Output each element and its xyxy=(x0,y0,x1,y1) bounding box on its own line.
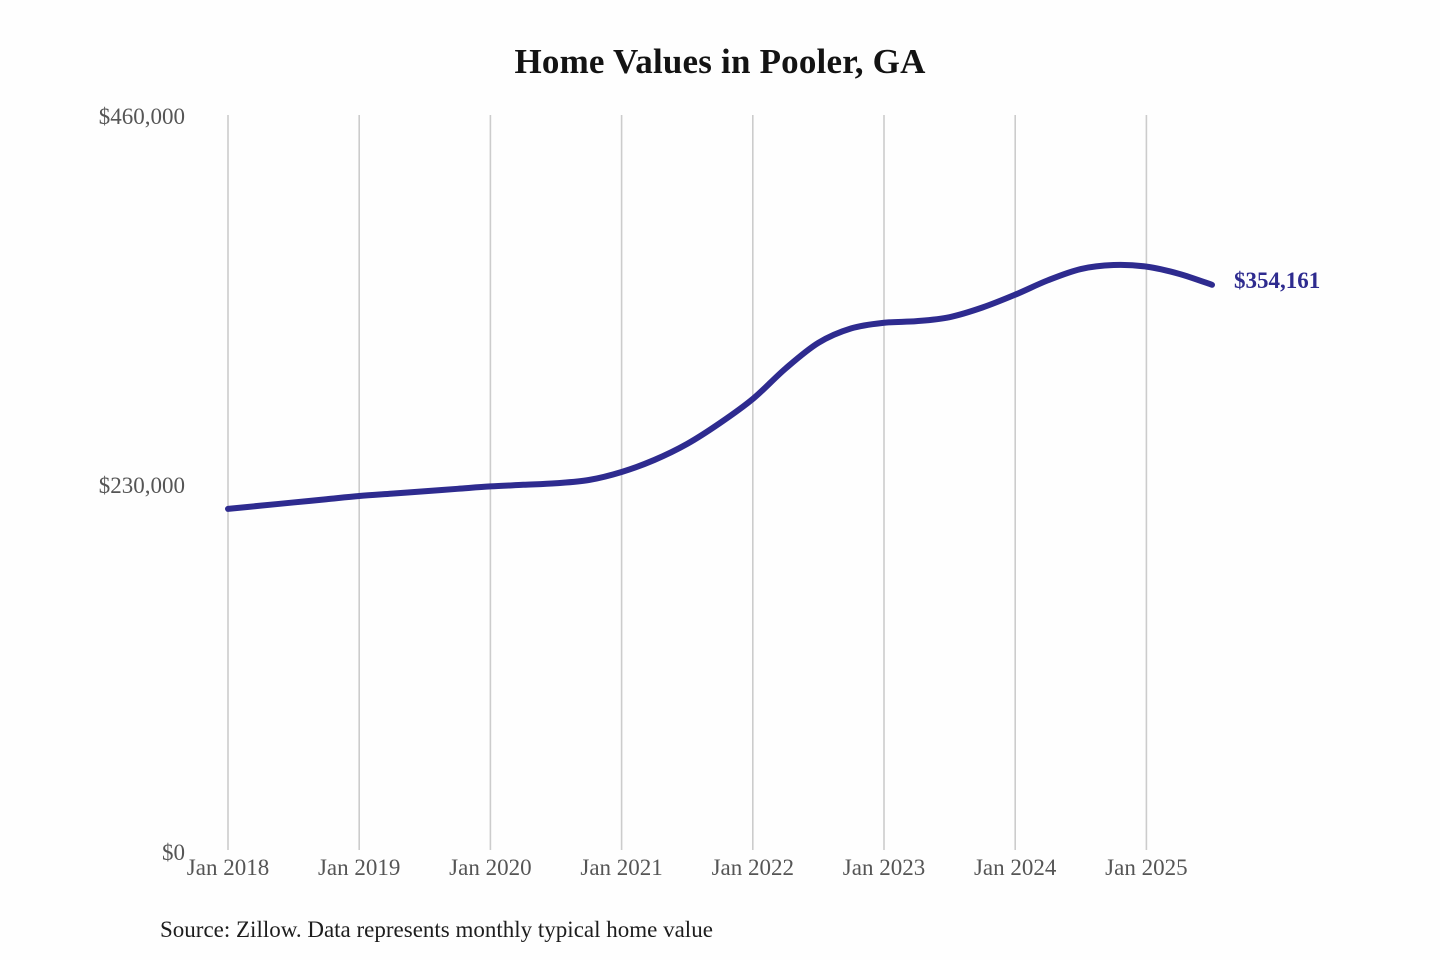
x-axis-tick-label-2020-01: Jan 2020 xyxy=(449,855,532,880)
gridlines xyxy=(227,115,1148,850)
x-axis-tick-label-2024-01: Jan 2024 xyxy=(973,855,1057,880)
y-axis-tick-label-460000: $460,000 xyxy=(98,104,185,129)
x-axis-tick-label-2021-01: Jan 2021 xyxy=(580,855,663,880)
x-axis-tick-label-2022-01: Jan 2022 xyxy=(711,855,794,880)
chart-title: Home Values in Pooler, GA xyxy=(514,42,926,81)
y-axis-tick-label-230000: $230,000 xyxy=(98,473,185,498)
x-axis-tick-label-2023-01: Jan 2023 xyxy=(842,855,926,880)
x-axis-tick-label-2018-01: Jan 2018 xyxy=(186,855,270,880)
x-axis-tick-label-2025-01: Jan 2025 xyxy=(1105,855,1188,880)
x-axis-tick-label-2019-01: Jan 2019 xyxy=(317,855,401,880)
source-note: Source: Zillow. Data represents monthly … xyxy=(160,917,713,942)
data-line-typical-home-value xyxy=(225,261,1215,512)
end-value-annotation: $354,161 xyxy=(1234,267,1321,293)
y-axis-tick-label-0: $0 xyxy=(162,840,185,865)
